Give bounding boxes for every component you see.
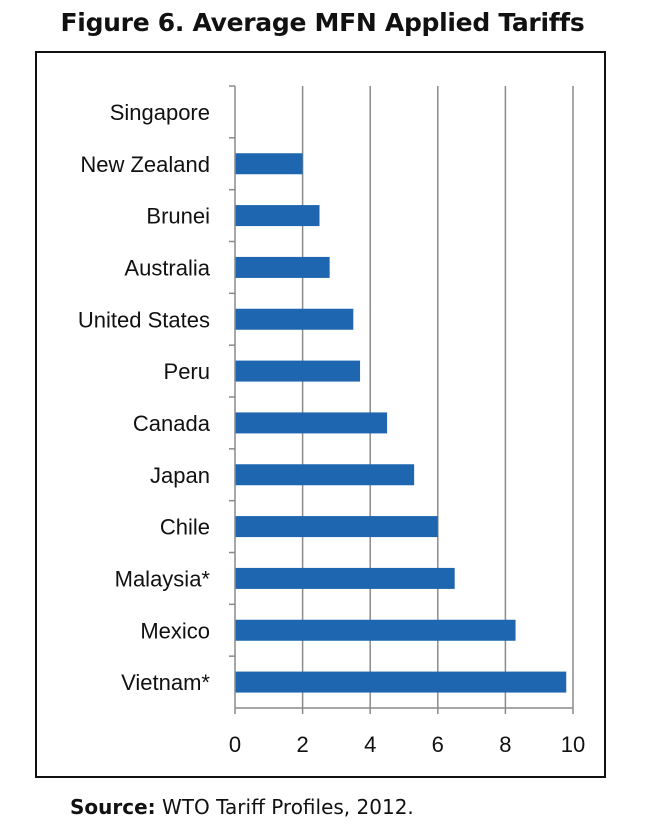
source-note: Source: WTO Tariff Profiles, 2012. [70,795,414,819]
bar-canada [235,412,388,434]
category-label: New Zealand [80,152,210,177]
category-label: Mexico [140,618,210,643]
axes [229,85,574,714]
source-label: Source: [70,795,156,819]
bar-united-states [235,308,354,330]
category-labels: Singapore New Zealand Brunei Australia Unite… [78,100,211,695]
bar-brunei [235,205,320,227]
category-label: Japan [150,463,210,488]
x-tick-label: 4 [364,732,376,757]
bars [235,153,567,693]
category-label: Vietnam* [121,670,210,695]
bar-vietnam [235,671,567,693]
bar-new-zealand [235,153,303,175]
category-label: Singapore [110,100,210,125]
bar-chile [235,516,438,538]
category-label: United States [78,307,210,332]
figure-title: Figure 6. Average MFN Applied Tariffs [60,8,585,37]
x-tick-label: 2 [296,732,308,757]
category-label: Canada [133,411,211,436]
category-label: Malaysia* [115,566,211,591]
gridlines [301,86,574,708]
source-text: WTO Tariff Profiles, 2012. [162,795,414,819]
bar-malaysia [235,567,455,589]
x-tick-label: 0 [229,732,241,757]
chart-frame [35,51,606,778]
bar-japan [235,464,415,486]
x-tick-label: 10 [561,732,585,757]
x-tick-label: 8 [499,732,511,757]
x-tick-label: 6 [432,732,444,757]
category-label: Peru [164,359,210,384]
category-label: Australia [124,255,210,280]
x-tick-labels: 0 2 4 6 8 10 [229,732,585,757]
category-label: Brunei [146,204,210,229]
bar-mexico [235,619,516,641]
category-label: Chile [160,515,210,540]
bar-australia [235,256,330,278]
bar-peru [235,360,361,382]
